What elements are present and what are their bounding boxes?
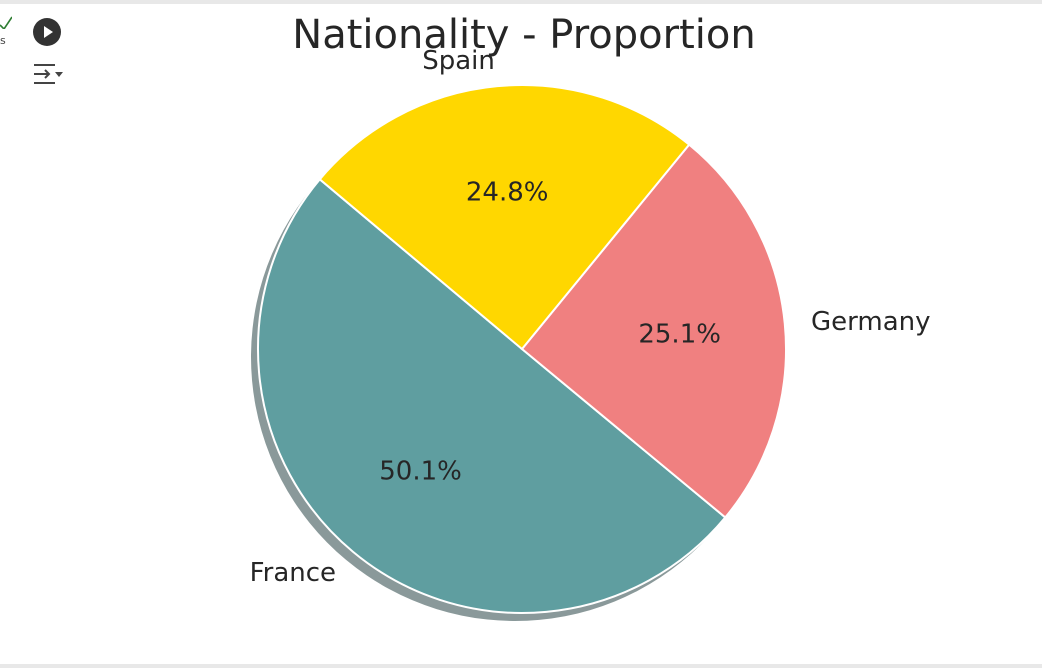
pie-labels: 50.1% France 25.1% Germany 24.8% Spain xyxy=(250,46,931,588)
pie-category-label-germany: Germany xyxy=(811,307,931,337)
top-border xyxy=(0,0,1042,4)
pie-slice-france xyxy=(257,177,727,614)
pie-category-label-spain: Spain xyxy=(422,46,495,76)
pie-slice-spain xyxy=(318,84,691,351)
bottom-border xyxy=(0,664,1042,668)
run-cell-button[interactable] xyxy=(33,18,61,46)
pie-slice-germany xyxy=(520,143,787,519)
chart-title: Nationality - Proportion xyxy=(292,12,755,58)
pie-percent-label-germany: 25.1% xyxy=(638,320,721,350)
cell-gutter: s xyxy=(0,0,80,100)
pie-category-label-france: France xyxy=(250,558,336,588)
execution-status-text: s xyxy=(0,34,6,47)
pie-percent-label-spain: 24.8% xyxy=(466,177,549,207)
play-circle-icon xyxy=(44,26,53,38)
output-toggle-button[interactable] xyxy=(33,62,65,88)
pie-slices xyxy=(257,84,787,614)
pie-percent-label-france: 50.1% xyxy=(379,457,462,487)
output-collapse-icon xyxy=(34,64,63,84)
